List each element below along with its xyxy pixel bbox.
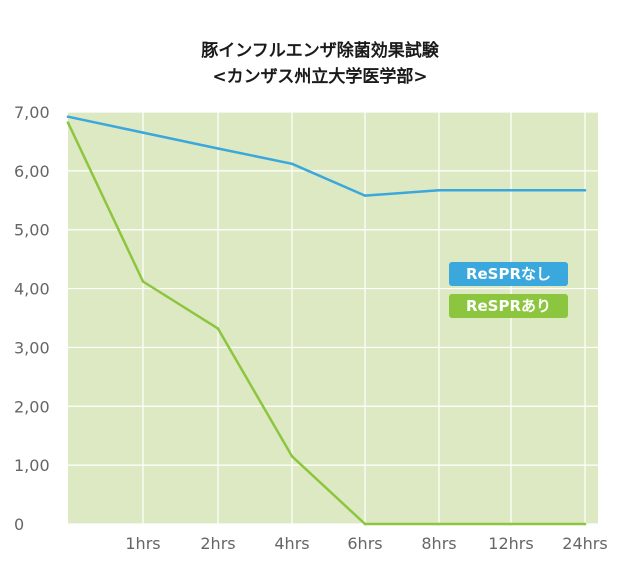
data-point bbox=[66, 115, 70, 119]
data-point bbox=[290, 162, 294, 166]
y-tick-label: 1,00 bbox=[14, 456, 50, 475]
y-tick-label: 3,00 bbox=[14, 338, 50, 357]
data-point bbox=[141, 280, 145, 283]
data-point bbox=[363, 194, 367, 197]
data-point bbox=[437, 188, 441, 192]
data-point bbox=[216, 327, 220, 330]
data-point bbox=[509, 522, 513, 526]
series-line-1 bbox=[67, 115, 585, 197]
x-tick-label: 2hrs bbox=[200, 534, 235, 553]
data-point bbox=[141, 131, 145, 134]
y-tick-label: 0 bbox=[14, 515, 24, 534]
data-point bbox=[437, 522, 441, 526]
y-tick-label: 2,00 bbox=[14, 397, 50, 416]
x-tick-label: 24hrs bbox=[562, 534, 607, 553]
x-tick-label: 4hrs bbox=[274, 534, 309, 553]
chart-title: 豚インフルエンザ除菌効果試験 bbox=[201, 41, 439, 61]
data-point bbox=[66, 121, 70, 124]
chart-subtitle: <カンザス州立大学医学部> bbox=[212, 67, 428, 87]
y-tick-label: 7,00 bbox=[14, 103, 50, 122]
data-point bbox=[583, 188, 587, 192]
x-tick-label: 1hrs bbox=[125, 534, 160, 553]
data-point bbox=[290, 455, 294, 458]
data-point bbox=[583, 522, 587, 526]
legend-label: ReSPRあり bbox=[466, 297, 551, 315]
x-tick-label: 6hrs bbox=[347, 534, 382, 553]
data-point bbox=[509, 188, 513, 192]
data-point bbox=[216, 147, 220, 150]
y-tick-label: 6,00 bbox=[14, 162, 50, 181]
legend-label: ReSPRなし bbox=[466, 265, 551, 283]
y-tick-label: 4,00 bbox=[14, 280, 50, 299]
series-line-2 bbox=[66, 122, 585, 526]
data-point bbox=[363, 522, 367, 526]
y-tick-label: 5,00 bbox=[14, 221, 50, 240]
legend-box-1 bbox=[449, 262, 568, 286]
x-tick-label: 8hrs bbox=[421, 534, 456, 553]
legend-box-2 bbox=[449, 294, 568, 318]
x-tick-label: 12hrs bbox=[488, 534, 533, 553]
